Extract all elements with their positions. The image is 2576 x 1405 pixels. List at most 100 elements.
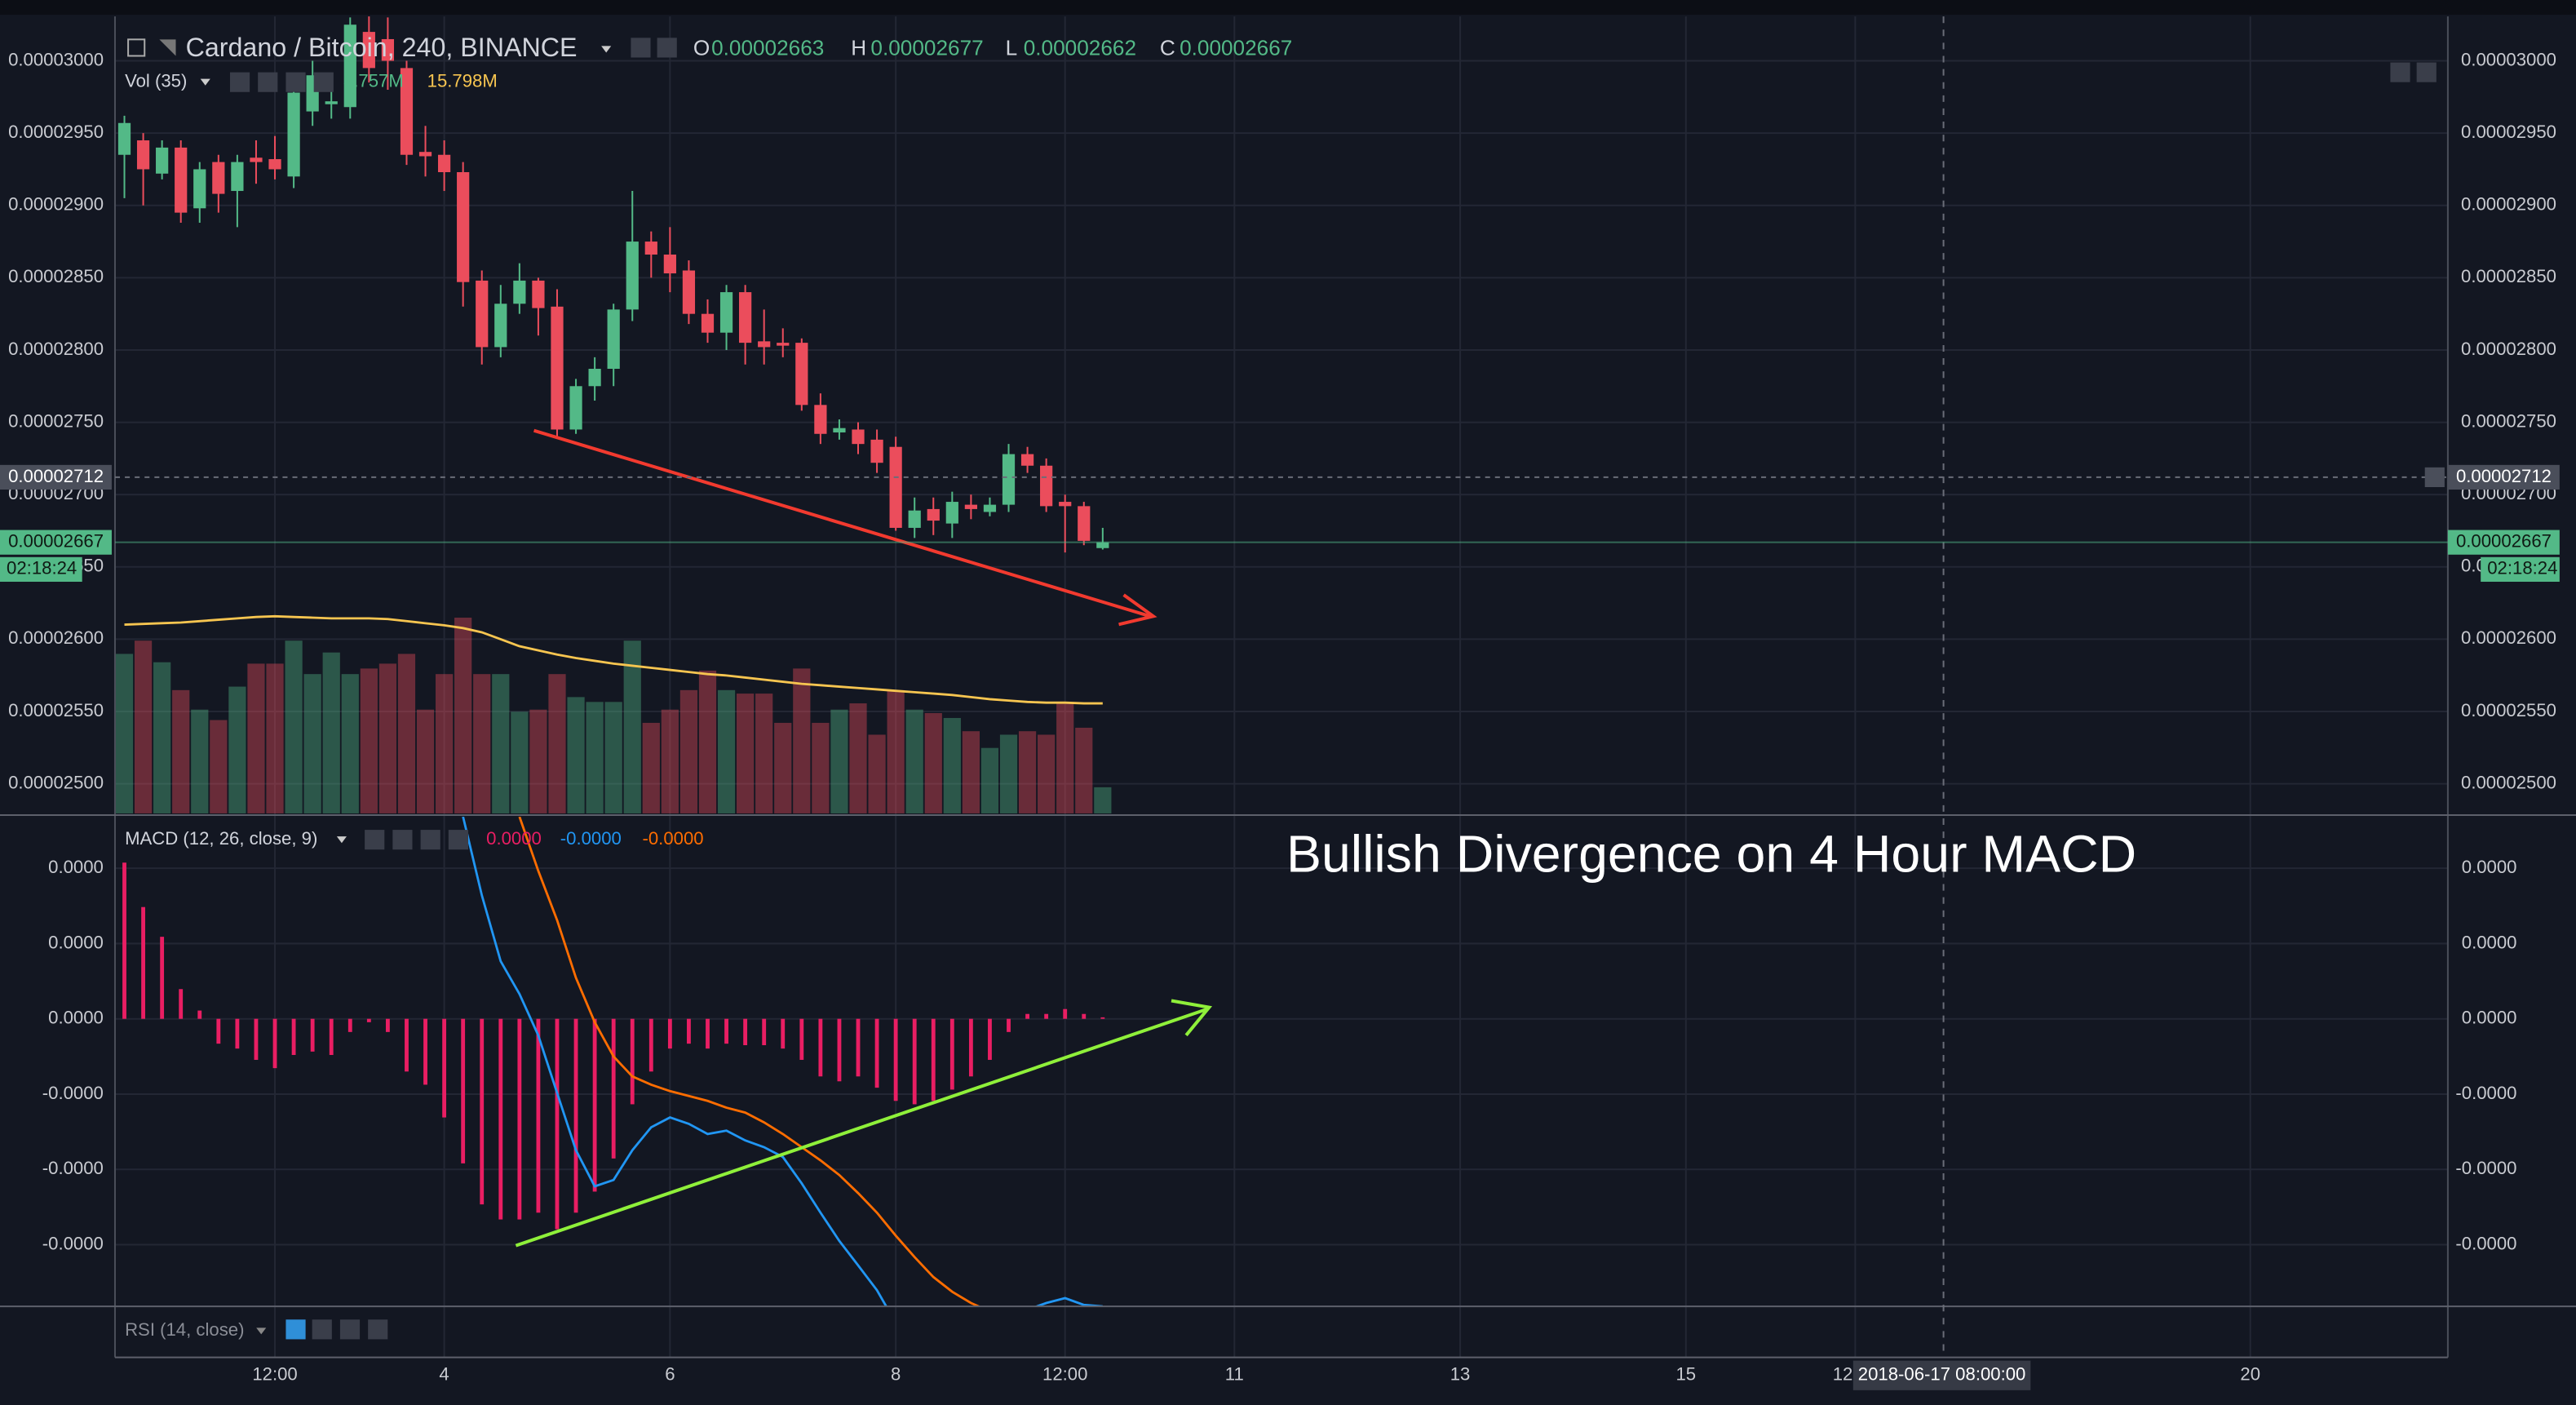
candle-body: [588, 369, 601, 387]
bar: [235, 1018, 240, 1049]
candle-body: [476, 280, 489, 348]
candle-body: [457, 172, 470, 282]
collapse-icon[interactable]: [127, 38, 146, 57]
icon[interactable]: [229, 72, 250, 92]
icon[interactable]: [339, 1319, 361, 1340]
icon[interactable]: [631, 38, 651, 58]
crosshair-price-box: [0, 464, 112, 490]
candle-body: [175, 147, 188, 213]
icon[interactable]: [312, 1319, 332, 1340]
scroll-icon[interactable]: [2390, 62, 2410, 82]
last-price: 0.00002667: [8, 531, 104, 552]
icon[interactable]: [313, 72, 334, 92]
candle-body: [381, 38, 395, 61]
bar: [573, 1018, 578, 1213]
icon[interactable]: [365, 830, 385, 850]
bar: [216, 1018, 221, 1044]
y-tick-label: 0.00002950: [8, 122, 104, 142]
dropdown[interactable]: [256, 1327, 267, 1335]
trendline: [515, 1007, 1208, 1248]
candle-body: [777, 343, 790, 346]
bar: [924, 712, 942, 813]
icon[interactable]: [392, 830, 413, 850]
icon[interactable]: [448, 830, 468, 850]
dropdown[interactable]: [336, 836, 347, 844]
icon[interactable]: [285, 72, 306, 92]
bar: [172, 689, 190, 813]
ohlc-value: 0.00002663: [711, 35, 824, 60]
crosshair-price-box: [2447, 464, 2560, 490]
add-alert-button[interactable]: [2424, 467, 2445, 488]
icon[interactable]: [258, 72, 278, 92]
bar: [329, 1018, 334, 1055]
candle-body: [927, 508, 940, 521]
scroll-icon[interactable]: [2416, 62, 2437, 82]
top-strip: [0, 0, 2576, 16]
y-tick-label: -0.0000: [42, 1083, 104, 1103]
candle-body: [250, 157, 263, 162]
annotation: Bullish Divergence on 4 Hour MACD: [1286, 824, 2136, 883]
candle-body: [739, 292, 752, 343]
bar: [774, 722, 792, 813]
x-tick-label: 6: [665, 1364, 675, 1385]
bar: [461, 1018, 466, 1163]
icon[interactable]: [368, 1319, 388, 1340]
dropdown[interactable]: [601, 46, 612, 53]
bar: [1025, 1013, 1029, 1019]
signal-readout: -0.0000: [642, 828, 703, 849]
icon[interactable]: [285, 1319, 306, 1340]
x-tick-label: 13: [1450, 1364, 1471, 1385]
y-tick-label: 0.00002850: [8, 266, 104, 286]
last-price: 0.00002667: [2456, 531, 2552, 552]
rsi-title: RSI (14, close): [125, 1319, 244, 1340]
bar: [254, 1018, 259, 1060]
icon[interactable]: [657, 38, 677, 58]
candle-body: [231, 162, 244, 192]
volume-readout: 3.757M: [343, 71, 404, 91]
y-tick-label: 0.00002600: [2461, 627, 2556, 648]
bar: [812, 722, 830, 813]
candle-body: [701, 313, 715, 333]
bar: [874, 1018, 879, 1088]
bar: [310, 1018, 315, 1052]
x-tick-label: 11: [1225, 1364, 1244, 1385]
y-tick-label: 0.00002900: [2461, 194, 2556, 215]
bar: [1075, 727, 1093, 813]
y-tick-label: 0.00003000: [2461, 49, 2556, 69]
icon[interactable]: [420, 830, 440, 850]
bar: [755, 694, 773, 813]
bar: [999, 734, 1018, 813]
y-tick-label: 0.00002750: [2461, 410, 2556, 431]
bar: [435, 674, 454, 813]
y-tick-label: 0.0000: [48, 932, 104, 952]
candle-body: [136, 140, 150, 170]
bar: [698, 670, 717, 813]
bar: [536, 1018, 541, 1213]
price-header: Cardano / Bitcoin, 240, BINANCE O 0.0000…: [127, 33, 1292, 62]
crosshair-price: 0.00002712: [2456, 466, 2552, 486]
bar: [272, 1018, 277, 1069]
bar: [454, 618, 472, 813]
bar: [191, 709, 209, 813]
countdown-box: [2481, 556, 2560, 583]
indicator-line: [518, 816, 982, 1307]
bar: [679, 689, 698, 813]
ohlc-key: H: [851, 35, 866, 60]
bar: [341, 674, 359, 813]
y-tick-label: 0.00003000: [8, 49, 104, 69]
y-tick-label: 0.00002550: [2461, 700, 2556, 720]
bar: [912, 1018, 917, 1105]
candle-body: [400, 68, 414, 155]
trendline: [533, 428, 1151, 618]
macd-pane: [122, 816, 1105, 1307]
bar: [630, 1018, 635, 1105]
candle-body: [833, 428, 846, 432]
y-tick-label: -0.0000: [2455, 1083, 2516, 1103]
y-tick-label: 0.00002550: [8, 700, 104, 720]
candle-body: [325, 101, 338, 104]
candle-body: [437, 154, 451, 173]
bar: [887, 689, 905, 813]
bar: [980, 747, 999, 813]
candle-body: [268, 159, 281, 170]
dropdown[interactable]: [200, 78, 210, 86]
